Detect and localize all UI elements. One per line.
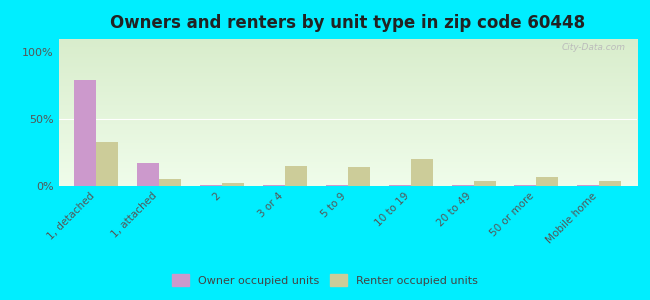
Bar xyxy=(348,167,370,186)
Bar xyxy=(222,183,244,186)
Bar xyxy=(96,142,118,186)
Bar xyxy=(514,185,536,186)
Bar xyxy=(137,163,159,186)
Bar xyxy=(263,185,285,186)
Bar xyxy=(74,80,96,186)
Text: City-Data.com: City-Data.com xyxy=(562,44,625,52)
Bar xyxy=(577,185,599,186)
Bar xyxy=(452,185,473,186)
Bar xyxy=(200,185,222,186)
Legend: Owner occupied units, Renter occupied units: Owner occupied units, Renter occupied un… xyxy=(167,269,483,291)
Bar xyxy=(473,181,495,186)
Bar xyxy=(159,179,181,186)
Bar xyxy=(389,185,411,186)
Bar xyxy=(285,166,307,186)
Title: Owners and renters by unit type in zip code 60448: Owners and renters by unit type in zip c… xyxy=(111,14,585,32)
Bar xyxy=(536,177,558,186)
Bar xyxy=(326,185,348,186)
Bar xyxy=(599,181,621,186)
Bar xyxy=(411,159,433,186)
